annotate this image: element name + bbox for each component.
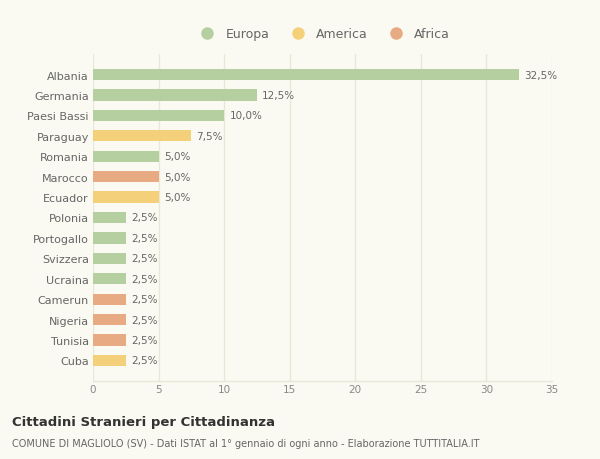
Bar <box>93 172 158 183</box>
Text: Cittadini Stranieri per Cittadinanza: Cittadini Stranieri per Cittadinanza <box>12 415 275 428</box>
Bar <box>93 213 126 224</box>
Text: 32,5%: 32,5% <box>524 71 557 80</box>
Bar <box>93 335 126 346</box>
Text: 2,5%: 2,5% <box>131 356 158 365</box>
Bar <box>93 70 519 81</box>
Bar <box>93 253 126 264</box>
Bar <box>93 131 191 142</box>
Text: 10,0%: 10,0% <box>229 111 262 121</box>
Bar <box>93 111 224 122</box>
Text: 2,5%: 2,5% <box>131 254 158 264</box>
Text: 2,5%: 2,5% <box>131 315 158 325</box>
Text: COMUNE DI MAGLIOLO (SV) - Dati ISTAT al 1° gennaio di ogni anno - Elaborazione T: COMUNE DI MAGLIOLO (SV) - Dati ISTAT al … <box>12 438 479 448</box>
Bar <box>93 294 126 305</box>
Bar <box>93 151 158 162</box>
Bar <box>93 274 126 285</box>
Legend: Europa, America, Africa: Europa, America, Africa <box>193 25 452 44</box>
Text: 2,5%: 2,5% <box>131 335 158 345</box>
Bar <box>93 355 126 366</box>
Bar <box>93 314 126 325</box>
Text: 5,0%: 5,0% <box>164 172 190 182</box>
Text: 2,5%: 2,5% <box>131 274 158 284</box>
Text: 5,0%: 5,0% <box>164 152 190 162</box>
Bar <box>93 192 158 203</box>
Text: 2,5%: 2,5% <box>131 213 158 223</box>
Bar <box>93 90 257 101</box>
Text: 5,0%: 5,0% <box>164 193 190 203</box>
Text: 2,5%: 2,5% <box>131 233 158 243</box>
Text: 7,5%: 7,5% <box>197 132 223 141</box>
Bar <box>93 233 126 244</box>
Text: 2,5%: 2,5% <box>131 295 158 304</box>
Text: 12,5%: 12,5% <box>262 91 295 101</box>
